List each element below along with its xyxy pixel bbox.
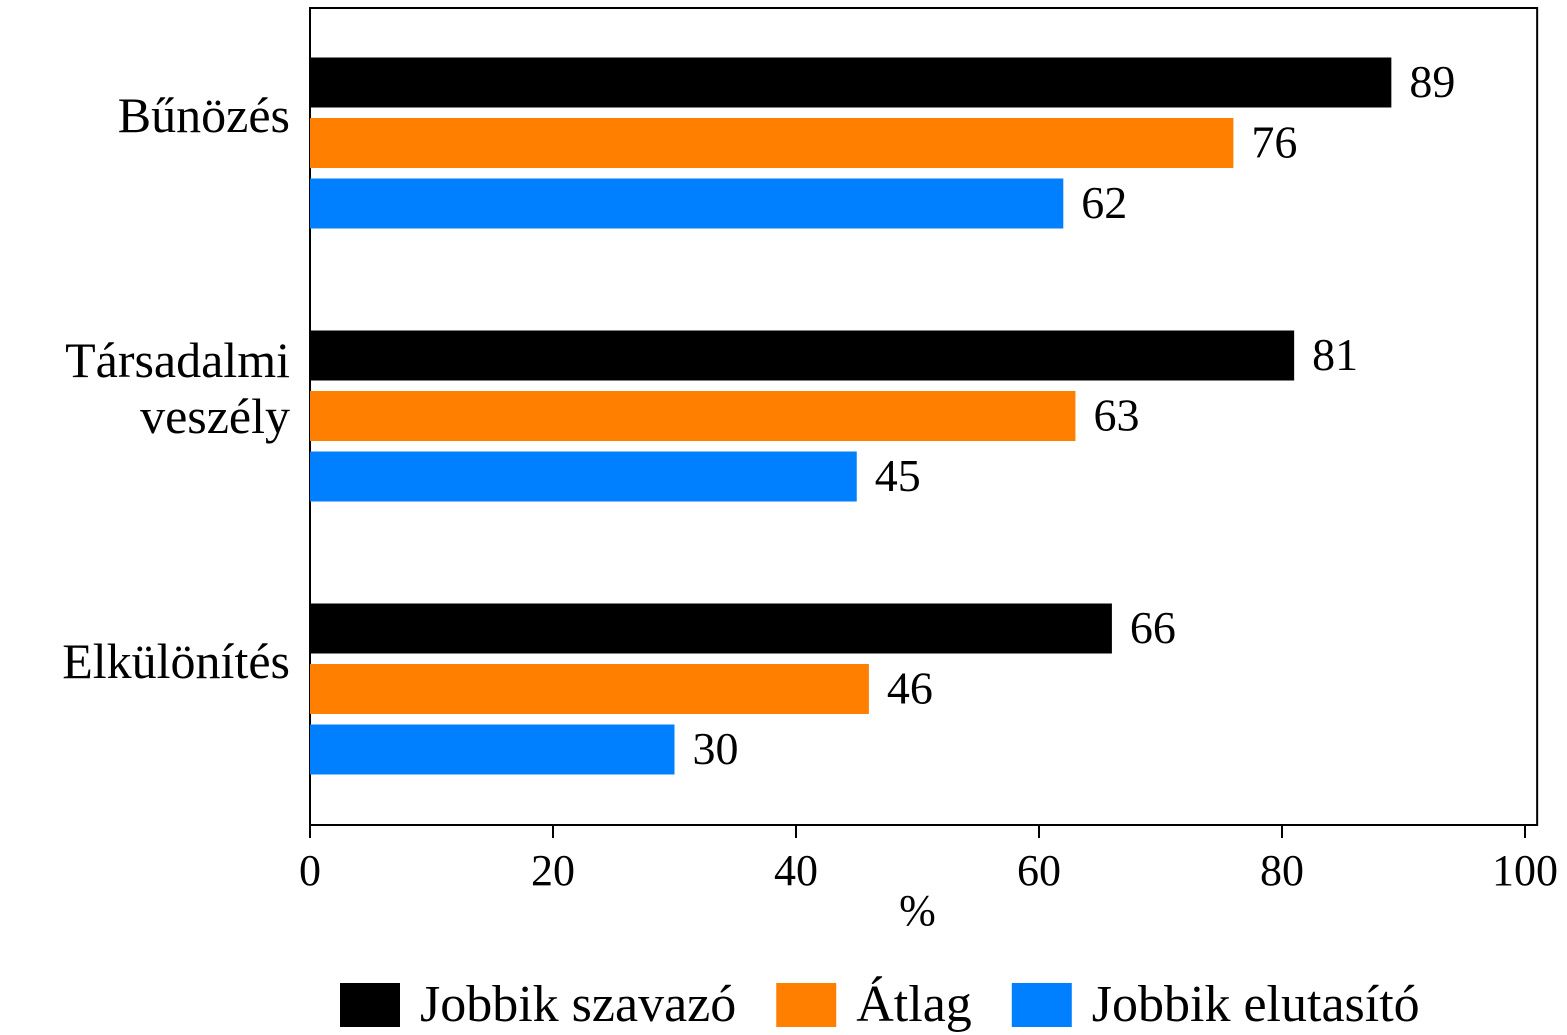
legend-label: Jobbik szavazó [420, 976, 736, 1033]
x-tick-label: 100 [1492, 846, 1558, 895]
legend-swatch [776, 983, 837, 1027]
bar [310, 118, 1234, 168]
value-label: 63 [1093, 390, 1139, 441]
bar [310, 178, 1064, 229]
bar [310, 330, 1295, 381]
value-label: 76 [1251, 117, 1297, 168]
y-tick-label: Elkülönítés [62, 633, 290, 689]
value-label: 46 [887, 663, 933, 714]
x-tick-label: 40 [774, 846, 818, 895]
y-tick-label: Társadalmi veszély [65, 332, 290, 444]
value-label: 45 [875, 450, 921, 501]
x-axis-label: % [899, 886, 936, 935]
bar [310, 57, 1392, 108]
legend-label: Átlag [856, 975, 972, 1033]
value-label: 81 [1312, 329, 1358, 380]
value-label: 89 [1409, 56, 1455, 107]
y-tick-label: Bűnözés [117, 87, 290, 143]
legend-swatch [1011, 983, 1072, 1027]
legend-swatch [340, 983, 400, 1027]
bar [310, 603, 1112, 654]
value-label: 62 [1081, 177, 1127, 228]
bar [310, 724, 675, 775]
x-tick-label: 20 [531, 846, 575, 895]
x-tick-label: 80 [1260, 846, 1304, 895]
x-tick-label: 60 [1017, 846, 1061, 895]
x-tick-label: 0 [299, 846, 321, 895]
bar [310, 451, 857, 502]
bar [310, 391, 1076, 441]
legend-label: Jobbik elutasító [1092, 976, 1420, 1033]
value-label: 30 [693, 723, 739, 774]
value-label: 66 [1130, 602, 1176, 653]
bar [310, 664, 869, 714]
